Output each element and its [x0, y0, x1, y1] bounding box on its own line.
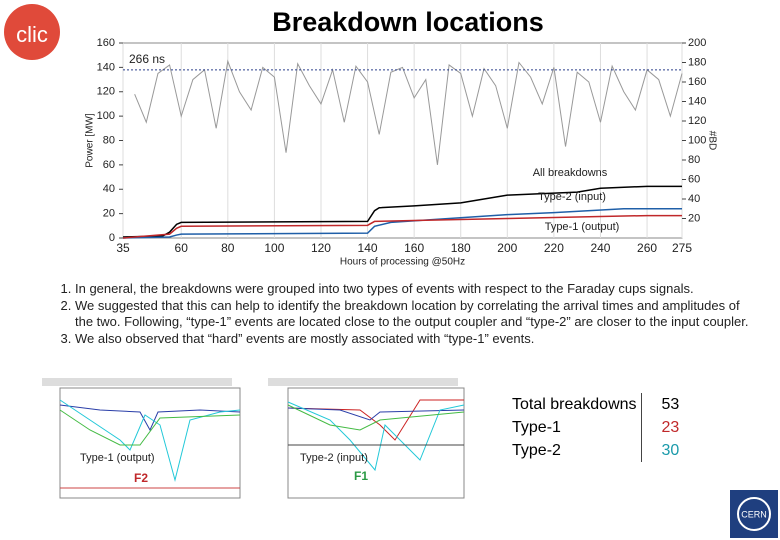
y-tick-label: 60 — [103, 159, 115, 171]
plot-tag: F1 — [354, 469, 368, 483]
y-tick-label: 160 — [97, 37, 115, 49]
list-item: We suggested that this can help to ident… — [75, 298, 750, 331]
series-label: Type-1 (output) — [545, 221, 620, 233]
clic-logo — [4, 4, 60, 60]
table-cell: Type-2 — [512, 442, 561, 459]
y2-tick-label: 40 — [688, 193, 700, 205]
series-label: All breakdowns — [533, 167, 608, 179]
table-cell: 53 — [640, 393, 684, 416]
line-series — [122, 208, 682, 239]
annotation: 266 ns — [129, 52, 165, 66]
y2-tick-label: 20 — [688, 212, 700, 224]
line-series — [122, 214, 682, 239]
y2-tick-label: 160 — [688, 76, 706, 88]
y2-tick-label: 180 — [688, 56, 706, 68]
cern-logo: CERN — [730, 490, 778, 538]
y-tick-label: 100 — [97, 110, 115, 122]
table-cell: Total breakdowns — [512, 396, 637, 413]
table-cell: 30 — [640, 439, 684, 462]
x-tick-label: 60 — [175, 241, 189, 255]
y2-tick-label: 200 — [688, 37, 706, 49]
y-tick-label: 20 — [103, 208, 115, 220]
y-tick-label: 120 — [97, 86, 115, 98]
list-item: In general, the breakdowns were grouped … — [75, 281, 750, 298]
x-tick-label: 220 — [544, 241, 564, 255]
table-cell: 23 — [640, 416, 684, 439]
x-tick-label: 180 — [451, 241, 471, 255]
plot-area — [122, 42, 683, 239]
y2-tick-label: 120 — [688, 115, 706, 127]
faraday-plot-2 — [268, 378, 465, 499]
x-tick-label: 80 — [221, 241, 235, 255]
x-tick-label: 35 — [116, 241, 130, 255]
x-tick-label: 260 — [637, 241, 657, 255]
bullet-list: In general, the breakdowns were grouped … — [20, 281, 750, 347]
x-axis-label: Hours of processing @50Hz — [340, 257, 465, 268]
faraday-plot-1 — [42, 378, 241, 499]
x-tick-label: 240 — [590, 241, 610, 255]
plot-label: Type-1 (output) — [80, 452, 155, 464]
list-item: We also observed that “hard” events are … — [75, 331, 750, 348]
slide-title: Breakdown locations — [272, 7, 544, 37]
line-series — [134, 59, 683, 165]
line-series — [122, 185, 682, 238]
y2-tick-label: 100 — [688, 134, 706, 146]
y2-tick-label: 60 — [688, 173, 700, 185]
x-tick-label: 275 — [672, 241, 692, 255]
x-tick-label: 140 — [358, 241, 378, 255]
series-label: Type-2 (input) — [538, 191, 606, 203]
x-tick-label: 120 — [311, 241, 331, 255]
clic-logo-text: clic — [16, 22, 48, 47]
y2-tick-label: 140 — [688, 95, 706, 107]
y-tick-label: 140 — [97, 61, 115, 73]
x-tick-label: 160 — [404, 241, 424, 255]
plot-tag: F2 — [134, 471, 148, 485]
y-axis-label: Power [MW] — [85, 113, 96, 168]
x-tick-label: 200 — [497, 241, 517, 255]
y-tick-label: 40 — [103, 183, 115, 195]
x-tick-label: 100 — [264, 241, 284, 255]
y-tick-label: 0 — [109, 232, 115, 244]
y-tick-label: 80 — [103, 134, 115, 146]
y2-axis-label: #BD — [706, 131, 717, 150]
table-cell: Type-1 — [512, 419, 561, 436]
y2-tick-label: 80 — [688, 154, 700, 166]
breakdown-table: Total breakdowns 53 Type-1 23 Type-2 30 — [508, 393, 684, 462]
plot-label: Type-2 (input) — [300, 452, 368, 464]
svg-text:CERN: CERN — [741, 509, 767, 519]
